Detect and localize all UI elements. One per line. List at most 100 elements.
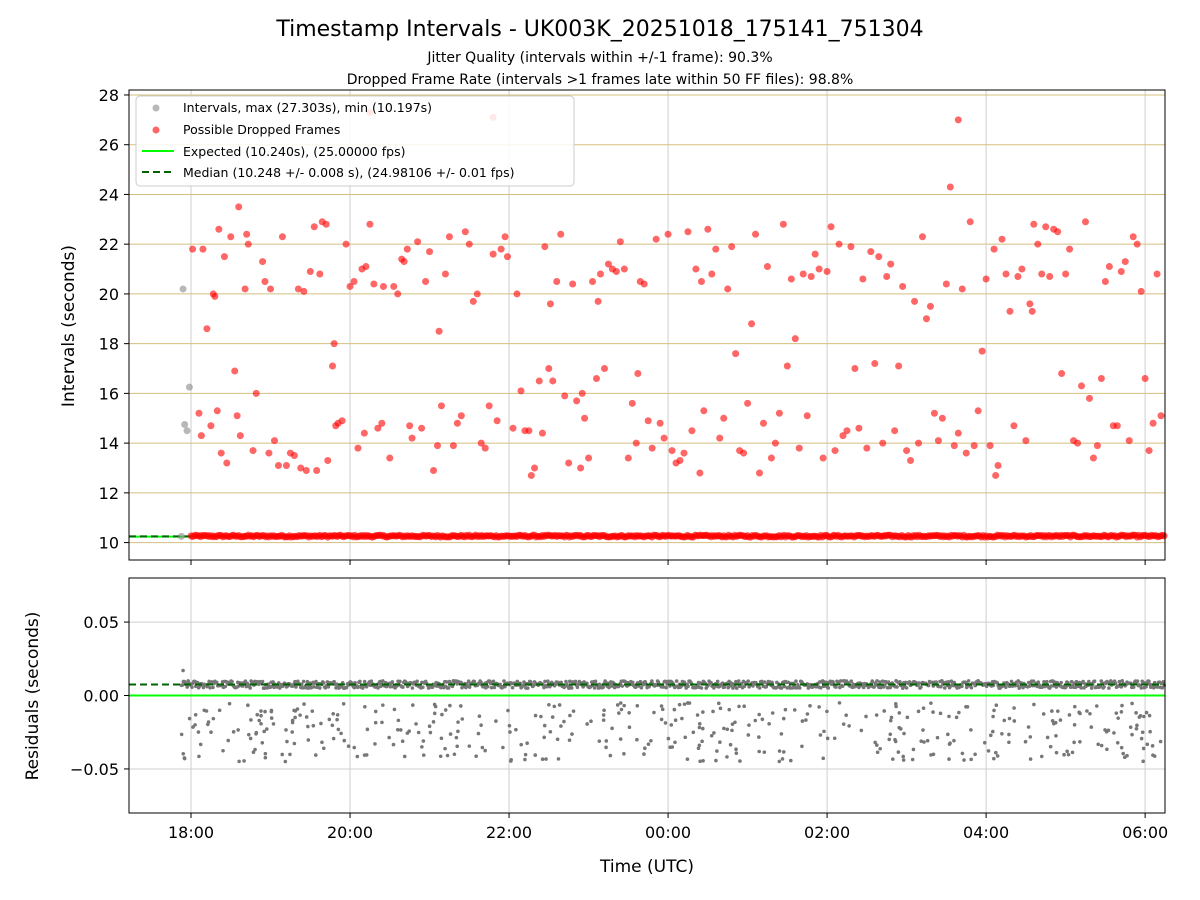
residual-point (770, 680, 774, 685)
dropped-frame-point (728, 243, 736, 251)
residual-point (698, 759, 702, 764)
residual-point (260, 679, 265, 684)
dropped-frame-point (435, 327, 443, 335)
residual-point (288, 752, 292, 757)
residual-point (304, 715, 309, 719)
residual-point (204, 709, 209, 713)
residual-point (479, 723, 483, 727)
dropped-frame-point (930, 409, 938, 417)
dropped-frame-point (1054, 228, 1062, 236)
dropped-frame-point (449, 442, 457, 450)
residual-point (808, 704, 812, 708)
residual-point (346, 744, 351, 749)
residual-point (1134, 727, 1139, 731)
dropped-frame-point (946, 183, 954, 191)
residual-point (298, 713, 302, 717)
residual-point (1067, 713, 1072, 717)
residual-point (314, 679, 318, 684)
residual-point (1102, 685, 1106, 689)
residual-point (728, 742, 733, 747)
residual-point (456, 720, 460, 724)
interval-point (181, 420, 189, 428)
residual-point (259, 713, 263, 718)
residual-point (834, 685, 838, 689)
dropped-frame-point (386, 454, 394, 462)
residual-point (570, 732, 574, 736)
dropped-frame-point (624, 454, 632, 462)
dropped-frame-point (634, 369, 642, 377)
residual-point (734, 751, 739, 756)
residual-point (259, 709, 263, 713)
residual-point (969, 728, 973, 732)
residual-point (804, 718, 808, 722)
residual-point (306, 724, 310, 729)
residual-point (746, 679, 751, 684)
residual-point (201, 685, 206, 690)
dropped-frame-point (481, 444, 489, 452)
residual-point (780, 757, 785, 761)
residual-point (878, 680, 882, 684)
residual-point (821, 756, 826, 761)
residual-point (196, 730, 201, 734)
x-tick-label: 00:00 (645, 823, 691, 842)
residual-point (683, 735, 688, 740)
residual-point (650, 679, 654, 683)
dropped-frame-point (787, 275, 795, 283)
dropped-frame-point (211, 292, 219, 300)
dropped-frame-point (313, 466, 321, 474)
residual-point (870, 679, 875, 683)
residual-point (1015, 683, 1020, 688)
residual-point (526, 686, 530, 690)
dropped-frame-point (1160, 532, 1168, 540)
dropped-frame-point (859, 275, 867, 283)
dropped-frame-point (998, 235, 1006, 243)
residual-point (1139, 736, 1144, 741)
residual-point (921, 728, 925, 732)
dropped-frame-point (652, 235, 660, 243)
dropped-frame-point (867, 248, 875, 256)
residual-point (608, 753, 613, 758)
dropped-frame-point (811, 250, 819, 258)
dropped-frame-point (819, 454, 827, 462)
dropped-frame-point (379, 282, 387, 290)
residual-point (571, 709, 576, 713)
residual-point (547, 702, 551, 707)
residual-point (669, 723, 674, 727)
residual-point (540, 757, 545, 761)
dropped-frame-point (259, 258, 267, 266)
residual-point (882, 709, 887, 713)
dropped-frame-point (795, 444, 803, 452)
dropped-frame-point (697, 277, 705, 285)
residual-point (832, 736, 837, 741)
dropped-frame-point (831, 447, 839, 455)
residual-point (917, 681, 921, 685)
dropped-frame-point (843, 427, 851, 435)
residual-point (714, 758, 718, 763)
residual-point (364, 753, 369, 757)
residual-point (1074, 679, 1079, 684)
residual-point (895, 685, 899, 689)
residual-point (1151, 753, 1155, 757)
residual-point (589, 719, 593, 724)
residual-point (622, 703, 626, 708)
residual-point (373, 709, 378, 714)
residual-point (373, 742, 377, 746)
residual-point (392, 707, 397, 712)
residual-point (339, 731, 343, 736)
residual-point (242, 759, 246, 763)
residual-point (635, 703, 640, 708)
residual-point (559, 724, 563, 728)
residual-point (686, 684, 690, 689)
dropped-frame-point (891, 427, 899, 435)
residual-point (190, 685, 194, 689)
dropped-frame-point (1026, 300, 1034, 308)
residual-point (421, 753, 426, 757)
y-tick-label: 12 (99, 484, 119, 503)
dropped-frame-point (875, 253, 883, 261)
dropped-frame-point (1149, 419, 1157, 427)
dropped-frame-point (915, 439, 923, 447)
dropped-frame-point (302, 466, 310, 474)
dropped-frame-point (485, 402, 493, 410)
residual-point (691, 730, 696, 735)
residual-point (697, 743, 702, 748)
